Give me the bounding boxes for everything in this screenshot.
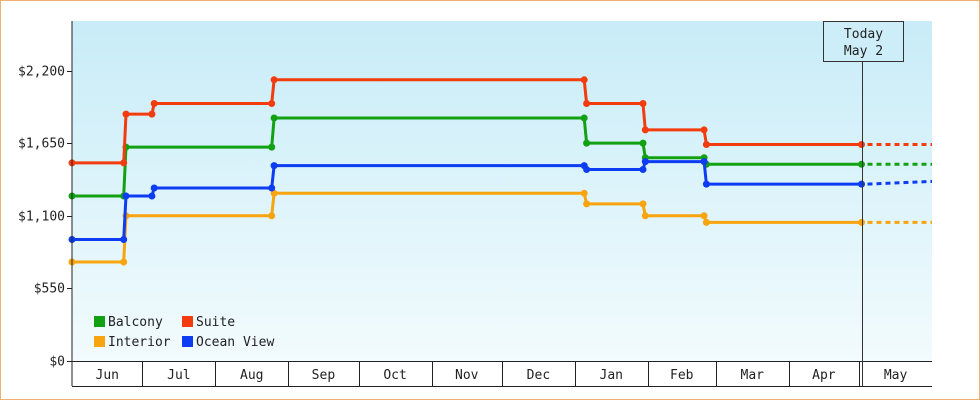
data-point <box>583 139 591 147</box>
data-point <box>122 110 130 118</box>
x-month-label: Aug <box>240 368 263 383</box>
today-label: Today <box>844 27 883 42</box>
data-point <box>641 158 649 166</box>
legend-label: Suite <box>196 315 235 330</box>
x-month-label: Oct <box>383 368 406 383</box>
legend-item-interior: Interior <box>94 335 171 350</box>
x-month-label: Dec <box>527 368 550 383</box>
data-point <box>858 141 865 148</box>
series-ocean-view <box>68 158 865 243</box>
legend-label: Balcony <box>108 315 163 330</box>
legend-label: Interior <box>108 335 171 350</box>
legend-swatch <box>94 316 105 327</box>
data-point <box>702 218 710 226</box>
data-point <box>583 166 591 173</box>
series-line <box>72 160 862 241</box>
y-tick-label: $550 <box>34 282 65 297</box>
data-point <box>150 100 158 107</box>
data-point <box>268 143 276 151</box>
data-point <box>858 218 865 226</box>
data-point <box>700 158 708 166</box>
data-point <box>270 162 278 170</box>
data-point <box>120 159 128 167</box>
data-point <box>639 200 647 208</box>
data-point <box>580 76 588 84</box>
data-point <box>641 126 649 134</box>
x-month-label: Sep <box>312 368 336 383</box>
x-month-label: Nov <box>455 368 479 383</box>
x-month-label: Feb <box>670 368 694 383</box>
data-point <box>268 184 276 192</box>
data-point <box>268 212 276 220</box>
data-point <box>148 192 156 200</box>
data-point <box>639 100 647 107</box>
legend: Balcony Suite Interior Ocean View <box>94 315 274 350</box>
data-point <box>702 141 710 148</box>
axes-layer: $0 $550 $1,100 $1,650 $2,200 Jun Jul Aug Sep Oct N… <box>18 21 932 387</box>
data-point <box>858 180 865 188</box>
data-point <box>639 166 647 173</box>
data-point <box>580 189 588 197</box>
today-date: May 2 <box>844 44 883 59</box>
x-month-label: Jul <box>167 368 190 383</box>
data-point <box>268 100 276 107</box>
data-point <box>120 236 128 243</box>
legend-label: Ocean View <box>196 335 274 350</box>
data-point <box>580 114 588 122</box>
data-point <box>148 110 156 118</box>
x-month-label: Jun <box>96 368 119 383</box>
data-point <box>583 200 591 208</box>
legend-swatch <box>182 316 193 327</box>
data-point <box>700 126 708 134</box>
legend-swatch <box>182 336 193 347</box>
data-point <box>641 212 649 220</box>
plot-area <box>72 21 932 361</box>
y-tick-label: $2,200 <box>18 65 65 80</box>
data-point <box>270 189 278 197</box>
data-point <box>120 258 128 266</box>
x-month-label: Mar <box>741 368 765 383</box>
y-tick-label: $0 <box>49 355 65 370</box>
series-suite <box>68 76 865 167</box>
legend-item-ocean-view: Ocean View <box>182 335 274 350</box>
legend-item-suite: Suite <box>182 315 235 330</box>
legend-item-balcony: Balcony <box>94 315 163 330</box>
legend-swatch <box>94 336 105 347</box>
data-point <box>270 114 278 122</box>
data-point <box>858 160 865 168</box>
x-month-label: Jan <box>600 368 623 383</box>
data-point <box>122 192 130 200</box>
today-box <box>823 21 904 62</box>
series-line <box>72 78 862 165</box>
projection-line <box>867 179 933 186</box>
data-point <box>270 76 278 84</box>
data-point <box>150 184 158 192</box>
today-marker: Today May 2 <box>823 21 904 386</box>
data-point <box>700 212 708 220</box>
data-point <box>702 180 710 188</box>
data-point <box>639 139 647 147</box>
x-month-label: Apr <box>812 368 836 383</box>
series-layer <box>68 76 933 266</box>
data-point <box>583 100 591 107</box>
y-tick-label: $1,650 <box>18 137 65 152</box>
y-tick-label: $1,100 <box>18 210 65 225</box>
x-month-label: May <box>884 368 908 383</box>
